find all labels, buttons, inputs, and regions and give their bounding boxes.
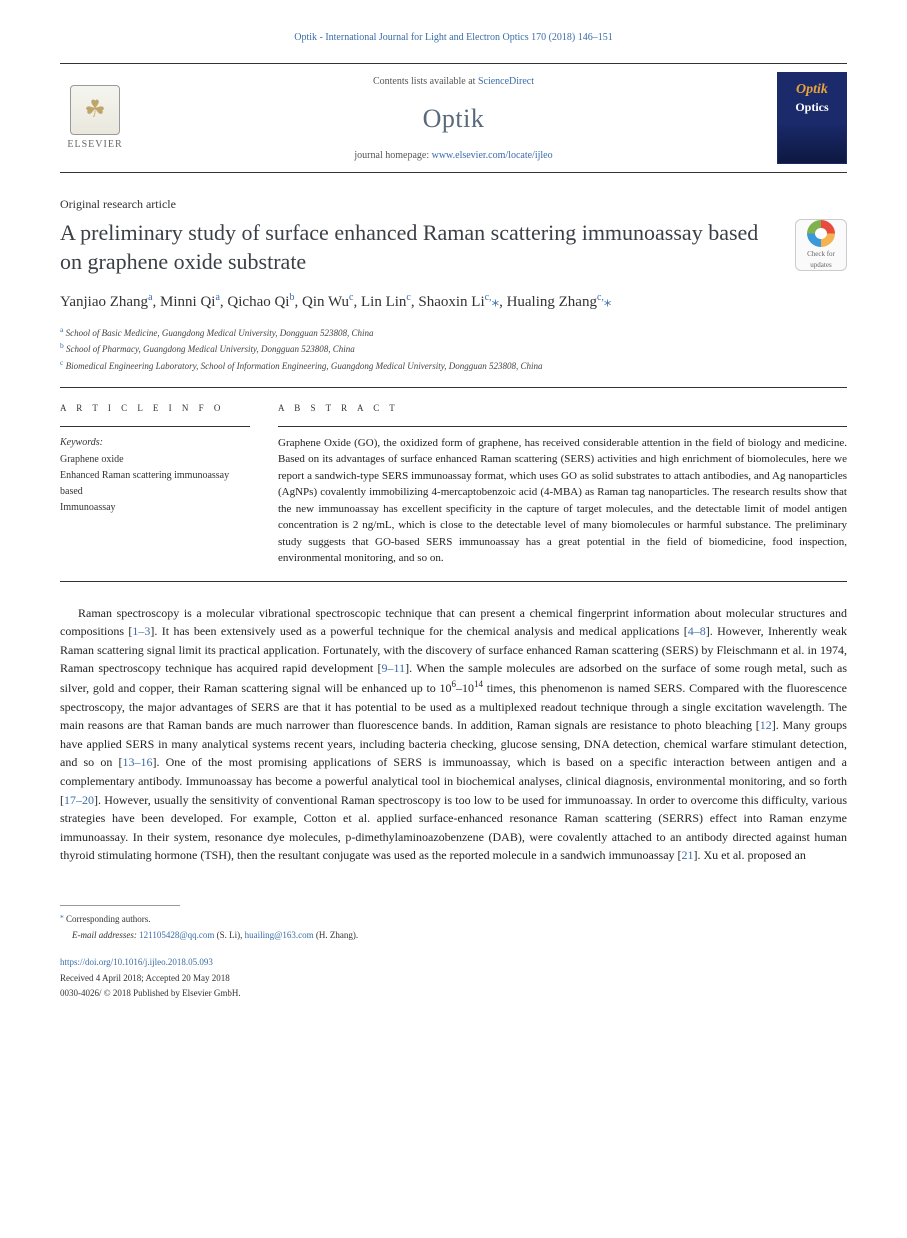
cover-title-2: Optics <box>795 98 828 116</box>
crossmark-badge[interactable]: Check for updates <box>795 219 847 271</box>
corresponding-note: ⁎ Corresponding authors. <box>60 910 847 927</box>
divider <box>60 426 250 427</box>
crossmark-text-2: updates <box>810 260 831 271</box>
journal-homepage-line: journal homepage: www.elsevier.com/locat… <box>142 148 765 163</box>
emails-prefix: E-mail addresses: <box>72 930 139 940</box>
abstract-col: A B S T R A C T Graphene Oxide (GO), the… <box>278 402 847 567</box>
sciencedirect-link[interactable]: ScienceDirect <box>478 76 534 87</box>
doi-link[interactable]: https://doi.org/10.1016/j.ijleo.2018.05.… <box>60 957 213 967</box>
article-title: A preliminary study of surface enhanced … <box>60 219 775 276</box>
footnote-divider <box>60 905 180 906</box>
keywords-label: Keywords: <box>60 435 250 450</box>
abstract-text: Graphene Oxide (GO), the oxidized form o… <box>278 435 847 567</box>
body-paragraph: Raman spectroscopy is a molecular vibrat… <box>60 604 847 865</box>
elsevier-tree-icon: ☘ <box>70 85 120 135</box>
article-info-head: A R T I C L E I N F O <box>60 402 250 416</box>
divider <box>278 426 847 427</box>
journal-homepage-link[interactable]: www.elsevier.com/locate/ijleo <box>432 150 553 161</box>
divider <box>60 387 847 388</box>
corr-star-icon: ⁎ <box>60 911 64 920</box>
keywords-list: Graphene oxideEnhanced Raman scattering … <box>60 452 250 516</box>
corr-label: Corresponding authors. <box>66 914 151 924</box>
contents-lists-line: Contents lists available at ScienceDirec… <box>142 74 765 89</box>
divider <box>60 581 847 582</box>
crossmark-icon <box>807 220 835 247</box>
running-header-citation: Optik - International Journal for Light … <box>60 30 847 45</box>
journal-name: Optik <box>142 99 765 138</box>
emails-line: E-mail addresses: 121105428@qq.com (S. L… <box>60 929 847 943</box>
copyright-line: 0030-4026/ © 2018 Published by Elsevier … <box>60 987 847 1001</box>
article-type: Original research article <box>60 195 847 213</box>
journal-header-band: ☘ ELSEVIER Contents lists available at S… <box>60 63 847 173</box>
header-center: Contents lists available at ScienceDirec… <box>142 74 765 163</box>
received-line: Received 4 April 2018; Accepted 20 May 2… <box>60 972 847 986</box>
info-abstract-row: A R T I C L E I N F O Keywords: Graphene… <box>60 402 847 567</box>
abstract-head: A B S T R A C T <box>278 402 847 416</box>
contents-prefix: Contents lists available at <box>373 76 478 87</box>
email-link[interactable]: 121105428@qq.com <box>139 930 214 940</box>
publisher-label: ELSEVIER <box>67 137 122 152</box>
cover-title-1: Optik <box>796 79 828 100</box>
article-info-col: A R T I C L E I N F O Keywords: Graphene… <box>60 402 250 567</box>
email-link[interactable]: huailing@163.com <box>245 930 314 940</box>
authors-line: Yanjiao Zhanga, Minni Qia, Qichao Qib, Q… <box>60 290 847 314</box>
journal-cover-thumb: Optik Optics <box>777 72 847 164</box>
crossmark-text-1: Check for <box>807 249 835 260</box>
title-row: A preliminary study of surface enhanced … <box>60 219 847 276</box>
affiliations: a School of Basic Medicine, Guangdong Me… <box>60 324 847 374</box>
publisher-logo: ☘ ELSEVIER <box>60 78 130 158</box>
doi-line: https://doi.org/10.1016/j.ijleo.2018.05.… <box>60 956 847 970</box>
homepage-prefix: journal homepage: <box>354 150 431 161</box>
